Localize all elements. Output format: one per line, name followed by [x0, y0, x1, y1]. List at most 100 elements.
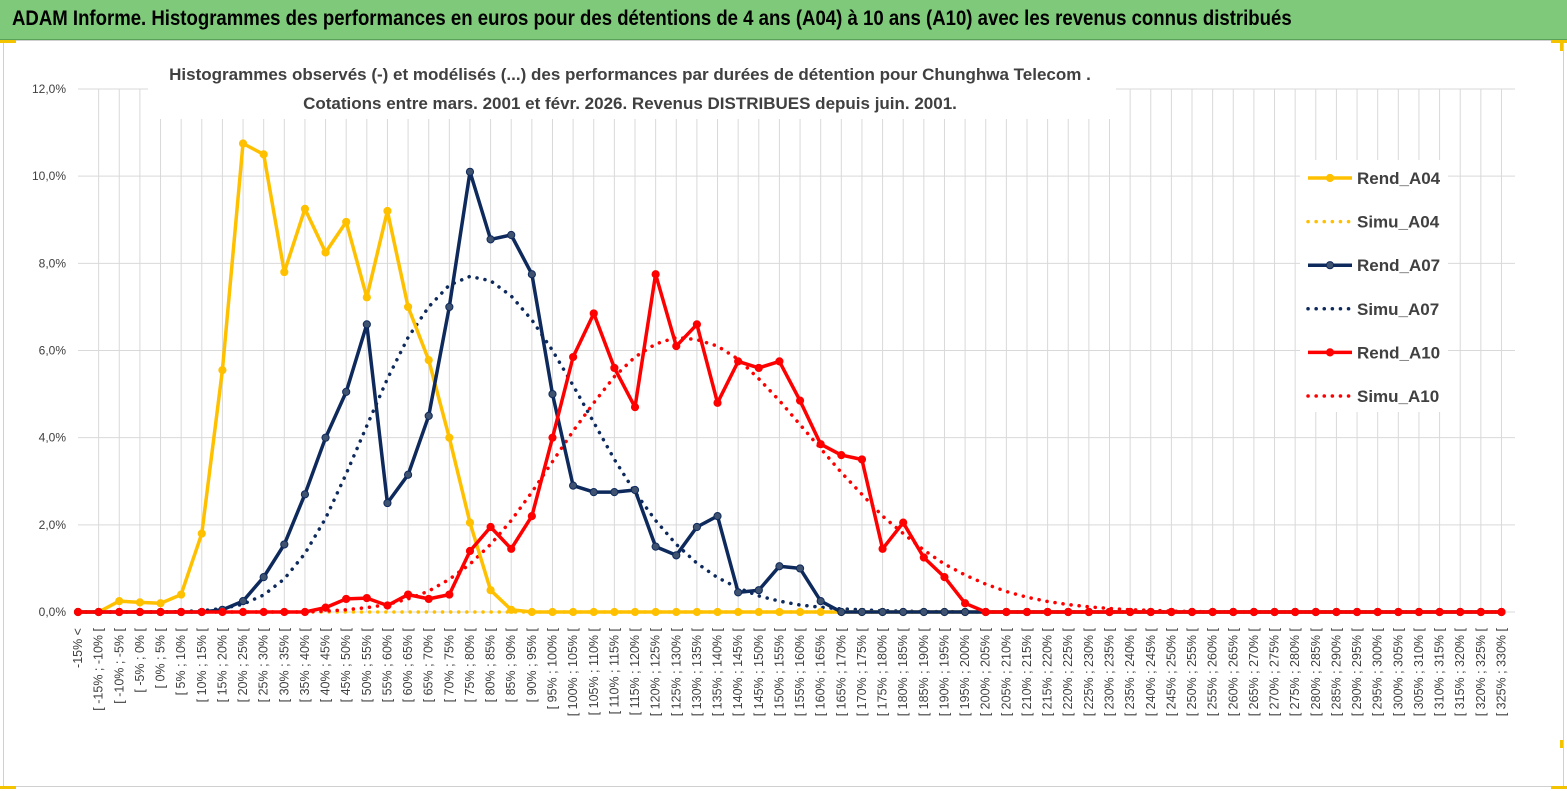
x-tick-label: [ 320% ; 325% [: [1474, 627, 1488, 716]
data-point-rend_a10: [713, 398, 722, 407]
data-point-rend_a10: [1126, 607, 1135, 617]
report-banner: ADAM Informe. Histogrammes des performan…: [0, 0, 1567, 40]
y-tick-label: 6,0%: [39, 344, 67, 358]
data-point-rend_a07: [692, 522, 702, 532]
x-tick-label: [ 125% ; 130% [: [669, 627, 683, 716]
corner-accent-right-v2: [1560, 740, 1563, 748]
data-point-rend_a10: [218, 607, 227, 617]
data-point-rend_a10: [878, 544, 887, 553]
legend-label: Simu_A04: [1357, 213, 1440, 232]
y-tick-label: 0,0%: [39, 605, 67, 619]
data-point-rend_a07: [713, 512, 722, 521]
data-point-rend_a04: [507, 605, 516, 614]
data-point-rend_a07: [486, 235, 495, 244]
data-point-rend_a07: [630, 485, 640, 495]
data-point-rend_a04: [280, 267, 289, 277]
data-point-rend_a04: [589, 607, 598, 617]
x-tick-label: [ 240% ; 245% [: [1144, 627, 1158, 716]
data-point-rend_a10: [1002, 607, 1011, 617]
data-point-rend_a10: [734, 357, 743, 366]
data-point-rend_a07: [300, 490, 310, 499]
data-point-rend_a10: [630, 403, 640, 412]
legend-marker: [1325, 261, 1335, 270]
chart-title-line: Histogrammes observés (-) et modélisés (…: [169, 65, 1091, 84]
data-point-rend_a04: [321, 248, 330, 257]
data-point-rend_a10: [424, 594, 433, 604]
data-point-rend_a07: [445, 302, 454, 312]
data-point-rend_a10: [899, 518, 908, 527]
data-point-rend_a10: [321, 603, 330, 612]
data-point-rend_a10: [1311, 607, 1320, 617]
data-point-rend_a04: [156, 599, 165, 608]
data-point-rend_a07: [424, 411, 433, 420]
x-tick-label: [ -15% ; -10% [: [92, 627, 106, 710]
data-point-rend_a10: [486, 522, 495, 532]
x-tick-label: [ 115% ; 120% [: [628, 627, 642, 715]
data-point-rend_a10: [94, 607, 103, 617]
x-tick-label: [ 20% ; 25% [: [236, 627, 250, 702]
data-point-rend_a10: [981, 607, 990, 617]
data-point-rend_a10: [919, 553, 928, 562]
data-point-rend_a10: [837, 451, 846, 460]
x-tick-label: [ 325% ; 330% [: [1494, 627, 1508, 716]
data-point-rend_a10: [651, 270, 660, 279]
x-tick-label: [ 50% ; 55% [: [360, 627, 374, 702]
data-point-rend_a07: [238, 597, 248, 606]
data-point-rend_a04: [548, 607, 557, 617]
data-point-rend_a10: [1043, 607, 1052, 617]
x-tick-label: [ 85% ; 90% [: [504, 627, 518, 702]
data-point-rend_a10: [548, 433, 557, 442]
data-point-rend_a07: [878, 607, 887, 617]
x-tick-label: [ 95% ; 100% [: [545, 627, 559, 709]
legend-label: Rend_A07: [1357, 256, 1440, 275]
x-tick-label: [ 230% ; 235% [: [1103, 627, 1117, 716]
x-tick-label: [ 165% ; 170% [: [834, 627, 848, 716]
data-point-rend_a07: [651, 542, 660, 551]
data-point-rend_a07: [734, 588, 743, 597]
series-line-rend_a07: [78, 170, 1502, 614]
data-point-rend_a04: [197, 529, 206, 538]
data-point-rend_a07: [754, 586, 763, 595]
data-point-rend_a10: [280, 607, 289, 617]
x-tick-label: [ 160% ; 165% [: [814, 627, 828, 716]
data-point-rend_a10: [940, 573, 949, 582]
data-point-rend_a04: [424, 355, 433, 365]
data-point-rend_a10: [589, 309, 598, 318]
x-tick-label: [ 225% ; 230% [: [1082, 627, 1096, 716]
data-point-rend_a04: [795, 607, 805, 617]
data-point-rend_a04: [465, 518, 475, 527]
x-tick-label: [ 25% ; 30% [: [257, 627, 271, 702]
data-point-rend_a10: [816, 440, 825, 449]
x-tick-label: [ 135% ; 140% [: [711, 627, 725, 716]
data-point-rend_a10: [795, 396, 805, 405]
data-point-rend_a10: [238, 607, 248, 617]
x-tick-label: [ 285% ; 290% [: [1329, 627, 1343, 716]
data-point-rend_a10: [403, 590, 413, 599]
data-point-rend_a07: [795, 564, 805, 573]
data-point-rend_a10: [1373, 607, 1382, 617]
data-point-rend_a04: [610, 607, 619, 617]
data-point-rend_a07: [775, 562, 784, 571]
x-tick-label: [ 0% ; 5% [: [154, 627, 168, 688]
data-point-rend_a04: [713, 607, 722, 617]
y-tick-label: 10,0%: [32, 169, 66, 183]
x-tick-label: [ 250% ; 255% [: [1185, 627, 1199, 716]
series-line-simu_a07: [76, 274, 1504, 614]
data-point-rend_a04: [445, 433, 454, 442]
data-point-rend_a04: [403, 302, 413, 312]
legend-marker: [1325, 173, 1335, 183]
data-point-rend_a07: [569, 481, 578, 490]
data-point-rend_a04: [630, 607, 640, 617]
x-tick-label: [ 65% ; 70% [: [422, 627, 436, 702]
x-tick-label: [ 45% ; 50% [: [339, 627, 353, 702]
data-point-rend_a07: [403, 470, 413, 479]
data-point-rend_a10: [960, 599, 970, 608]
x-tick-label: [ 40% ; 45% [: [319, 627, 333, 702]
data-point-rend_a10: [1187, 607, 1197, 617]
data-point-rend_a04: [569, 607, 578, 617]
data-point-rend_a10: [259, 607, 268, 617]
data-point-rend_a04: [486, 586, 495, 595]
data-point-rend_a04: [775, 607, 784, 617]
x-tick-label: [ 145% ; 150% [: [752, 627, 766, 716]
